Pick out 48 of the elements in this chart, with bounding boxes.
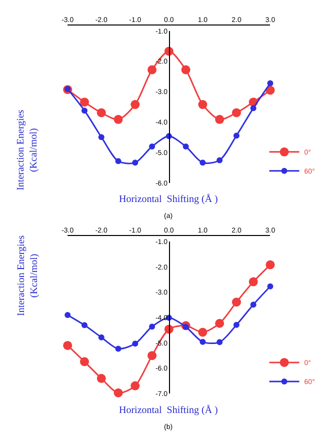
point <box>181 65 190 74</box>
point <box>64 312 71 318</box>
point <box>200 160 206 166</box>
point <box>98 334 104 340</box>
x-axis-title: Horizontal Shifting (Å ) <box>119 404 218 416</box>
point <box>198 328 208 337</box>
point <box>248 277 258 286</box>
point <box>64 86 71 92</box>
point <box>250 105 256 112</box>
point <box>149 144 156 150</box>
point <box>215 114 224 124</box>
point <box>114 114 123 124</box>
point <box>80 98 89 107</box>
point <box>63 340 72 350</box>
point <box>114 388 123 398</box>
point <box>148 65 157 74</box>
point <box>130 100 140 110</box>
y-axis-title: Interaction Energies (Kcal/mol) <box>16 110 40 190</box>
point <box>132 340 138 347</box>
point <box>80 357 89 366</box>
point <box>215 318 224 328</box>
point <box>232 298 241 307</box>
point <box>233 322 240 328</box>
point <box>266 260 275 270</box>
point <box>216 157 223 164</box>
point <box>148 351 157 360</box>
point <box>250 302 256 308</box>
x-axis-title: Horizontal Shifting (Å ) <box>119 193 218 205</box>
point <box>115 158 122 164</box>
point <box>130 381 140 390</box>
point <box>96 374 106 383</box>
point <box>198 100 208 110</box>
point <box>81 322 88 328</box>
point <box>267 283 274 290</box>
point <box>96 108 106 118</box>
point <box>81 108 88 114</box>
point <box>149 324 156 330</box>
point <box>200 338 206 345</box>
point <box>233 132 240 139</box>
point <box>182 144 189 150</box>
point <box>182 324 189 330</box>
point <box>98 134 104 140</box>
y-axis-title: Interaction Energies (Kcal/mol) <box>16 235 40 316</box>
point <box>216 339 223 346</box>
point <box>267 80 274 86</box>
point <box>132 160 138 166</box>
point <box>232 108 241 118</box>
point <box>115 346 122 352</box>
